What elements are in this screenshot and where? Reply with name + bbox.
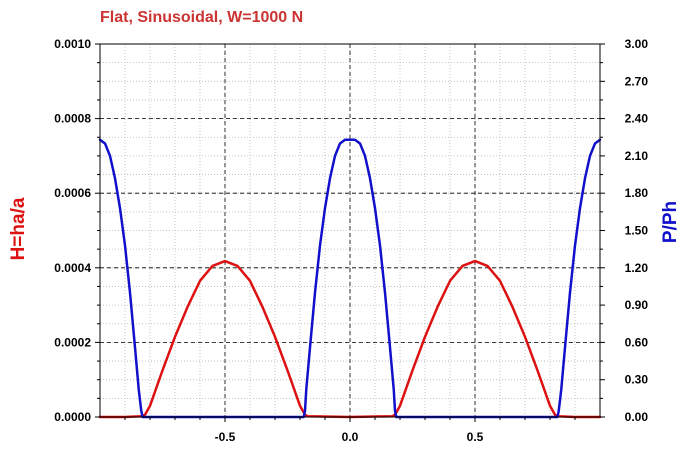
series-line-p	[98, 138, 602, 419]
y-tick-label: 0.0010	[54, 37, 91, 51]
y2-tick-label: 2.40	[625, 112, 649, 126]
y-tick-label: 0.0000	[54, 410, 91, 424]
y2-tick-label: 0.60	[625, 335, 649, 349]
x-tick-label: 0.5	[467, 430, 484, 444]
y2-tick-label: 0.30	[625, 373, 649, 387]
y2-tick-label: 1.20	[625, 261, 649, 275]
y-axis-label-left: H=ha/a	[8, 197, 29, 260]
chart-title: Flat, Sinusoidal, W=1000 N	[100, 9, 303, 26]
y2-tick-label: 0.00	[625, 410, 649, 424]
x-tick-label: -0.5	[215, 430, 236, 444]
y2-tick-label: 3.00	[625, 37, 649, 51]
y-tick-label: 0.0006	[54, 186, 91, 200]
y-tick-label: 0.0008	[54, 112, 91, 126]
y-tick-label: 0.0002	[54, 335, 91, 349]
y2-tick-label: 1.80	[625, 186, 649, 200]
y2-tick-label: 2.10	[625, 149, 649, 163]
y2-tick-label: 2.70	[625, 74, 649, 88]
y-tick-label: 0.0004	[54, 261, 91, 275]
x-tick-label: 0.0	[342, 430, 359, 444]
y2-tick-label: 1.50	[625, 224, 649, 238]
left-axis: 0.0000 0.0002 0.0004 0.0006 0.0008 0.0010	[54, 37, 100, 424]
right-axis: 0.00 0.30 0.60 0.90 1.20 1.50 1.80 2.10 2.40 2.70…	[600, 37, 648, 424]
y2-tick-label: 0.90	[625, 298, 649, 312]
y-axis-label-right: P/Ph	[660, 201, 681, 243]
x-axis: -0.5 0.0 0.5	[124, 417, 576, 444]
grid	[100, 44, 600, 417]
